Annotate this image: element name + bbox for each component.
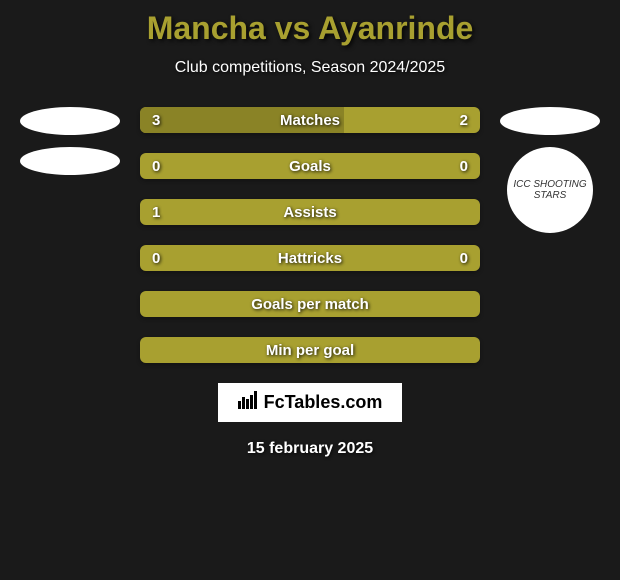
- comparison-title: Mancha vs Ayanrinde: [147, 10, 474, 47]
- club-badge-ellipse: [500, 107, 600, 135]
- stat-value-right: 0: [460, 158, 468, 175]
- stats-bars-container: 3 Matches 2 0 Goals 0 1 Assists 0 Hattricks 0 Goals…: [140, 107, 480, 363]
- right-player-badges: ICC SHOOTING STARS: [500, 107, 600, 233]
- stat-value-left: 1: [152, 204, 160, 221]
- stat-bar: 0 Hattricks 0: [140, 245, 480, 271]
- stat-label: Min per goal: [266, 342, 354, 359]
- left-player-badges: [20, 107, 120, 175]
- club-badge-circle: ICC SHOOTING STARS: [507, 147, 593, 233]
- fctables-logo: FcTables.com: [218, 383, 403, 422]
- comparison-subtitle: Club competitions, Season 2024/2025: [175, 59, 445, 77]
- stat-label: Matches: [280, 112, 340, 129]
- stat-value-left: 0: [152, 250, 160, 267]
- club-badge-ellipse: [20, 147, 120, 175]
- comparison-container: 3 Matches 2 0 Goals 0 1 Assists 0 Hattricks 0 Goals…: [0, 107, 620, 363]
- club-badge-ellipse: [20, 107, 120, 135]
- stat-bar: 0 Goals 0: [140, 153, 480, 179]
- stat-value-right: 0: [460, 250, 468, 267]
- logo-text: FcTables.com: [264, 392, 383, 413]
- stat-value-left: 0: [152, 158, 160, 175]
- stat-bar: 1 Assists: [140, 199, 480, 225]
- chart-icon: [238, 391, 258, 414]
- stat-label: Goals: [289, 158, 331, 175]
- stat-label: Goals per match: [251, 296, 369, 313]
- stat-label: Hattricks: [278, 250, 342, 267]
- stat-bar: Min per goal: [140, 337, 480, 363]
- stat-bar: 3 Matches 2: [140, 107, 480, 133]
- stat-value-left: 3: [152, 112, 160, 129]
- stat-label: Assists: [283, 204, 336, 221]
- stat-bar: Goals per match: [140, 291, 480, 317]
- footer-date: 15 february 2025: [247, 440, 373, 458]
- stat-value-right: 2: [460, 112, 468, 129]
